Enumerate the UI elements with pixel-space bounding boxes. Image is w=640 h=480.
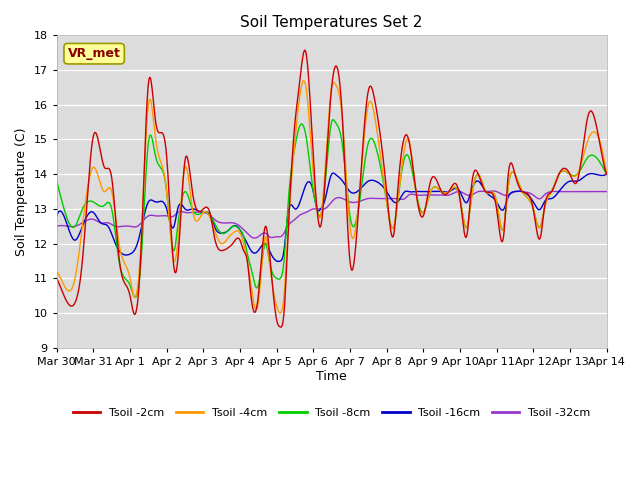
Legend: Tsoil -2cm, Tsoil -4cm, Tsoil -8cm, Tsoil -16cm, Tsoil -32cm: Tsoil -2cm, Tsoil -4cm, Tsoil -8cm, Tsoi…: [68, 403, 595, 422]
Text: VR_met: VR_met: [68, 47, 120, 60]
X-axis label: Time: Time: [316, 370, 347, 383]
Y-axis label: Soil Temperature (C): Soil Temperature (C): [15, 127, 28, 256]
Title: Soil Temperatures Set 2: Soil Temperatures Set 2: [241, 15, 423, 30]
